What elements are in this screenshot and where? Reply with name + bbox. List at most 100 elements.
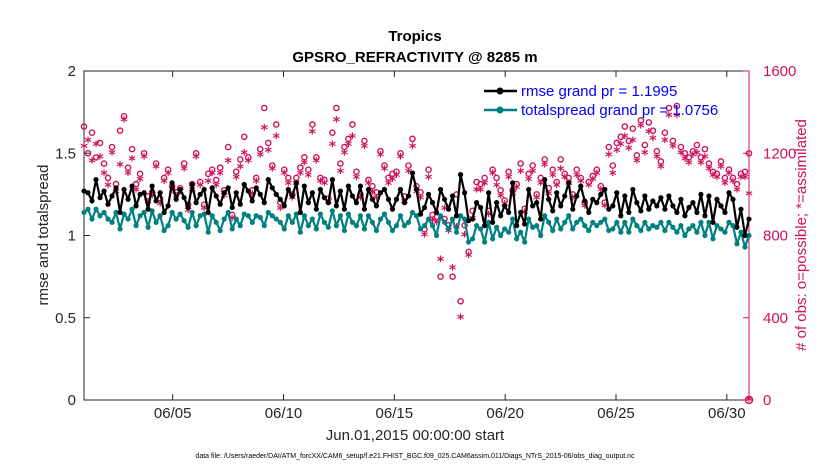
obs-assimilated-point: *	[717, 162, 725, 178]
rmse-point	[486, 190, 492, 196]
totalspread-point	[233, 216, 239, 222]
rmse-point	[582, 198, 588, 204]
totalspread-point	[662, 227, 668, 234]
rmse-point	[654, 203, 660, 209]
obs-possible-point	[541, 156, 548, 163]
totalspread-point	[345, 211, 351, 217]
totalspread-point	[229, 226, 235, 232]
obs-assimilated-point: *	[529, 166, 537, 182]
obs-assimilated-point: *	[88, 155, 96, 171]
rmse-point	[277, 196, 283, 202]
totalspread-point	[281, 226, 287, 232]
rmse-point	[678, 196, 684, 202]
obs-possible-point	[553, 178, 561, 186]
rmse-point	[730, 196, 736, 202]
obs-possible-point	[365, 176, 372, 184]
obs-assimilated-point: *	[377, 149, 385, 165]
obs-assimilated-point: *	[140, 151, 148, 167]
totalspread-point	[738, 229, 744, 235]
obs-assimilated-point: *	[96, 151, 104, 167]
obs-possible-point	[353, 168, 360, 176]
obs-assimilated-point: *	[197, 180, 205, 196]
obs-possible-point	[361, 137, 368, 145]
rmse-point	[405, 193, 412, 199]
rmse-point	[522, 221, 528, 227]
x-tick-label: 06/20	[486, 405, 524, 422]
obs-possible-point	[216, 164, 224, 171]
obs-possible-point	[409, 135, 416, 143]
rmse-point	[361, 206, 368, 212]
obs-assimilated-point: *	[593, 168, 601, 184]
rmse-point	[457, 172, 464, 178]
totalspread-point	[582, 223, 588, 229]
obs-possible-point	[449, 273, 456, 280]
obs-possible-point	[597, 182, 605, 190]
totalspread-point	[101, 209, 107, 216]
obs-assimilated-point: *	[345, 139, 353, 155]
y-right-tick-label: 800	[763, 228, 788, 245]
rmse-point	[117, 209, 123, 216]
totalspread-point	[153, 219, 159, 225]
rmse-point	[618, 213, 624, 219]
totalspread-point	[441, 219, 448, 225]
rmse-point	[221, 190, 227, 196]
obs-assimilated-point: *	[613, 145, 621, 161]
totalspread-point	[397, 213, 404, 219]
obs-possible-point	[297, 164, 304, 171]
totalspread-point	[626, 229, 632, 235]
x-axis-label: Jun.01,2015 00:00:00 start	[326, 427, 505, 444]
obs-assimilated-point: *	[573, 170, 581, 186]
rmse-point	[702, 213, 708, 219]
obs-assimilated-point: *	[653, 151, 661, 167]
totalspread-point	[542, 213, 548, 219]
rmse-point	[81, 188, 87, 194]
totalspread-point	[490, 236, 496, 242]
obs-assimilated-point: *	[537, 178, 545, 194]
obs-possible-point	[301, 154, 308, 161]
obs-possible-point	[164, 166, 172, 173]
totalspread-point	[730, 223, 736, 229]
rmse-point	[490, 219, 496, 225]
totalspread-point	[89, 216, 95, 222]
totalspread-point	[285, 213, 291, 219]
obs-possible-point	[589, 172, 597, 180]
obs-assimilated-point: *	[184, 205, 192, 221]
totalspread-point	[646, 226, 652, 232]
rmse-point	[337, 188, 343, 194]
rmse-point	[377, 190, 384, 196]
rmse-point	[718, 203, 724, 209]
rmse-point	[345, 183, 351, 189]
rmse-point	[482, 223, 488, 229]
rmse-point	[349, 193, 356, 199]
rmse-point	[413, 186, 420, 193]
obs-possible-point	[501, 197, 508, 204]
rmse-point	[506, 209, 512, 216]
totalspread-point	[261, 223, 267, 229]
obs-assimilated-point: *	[353, 172, 361, 188]
rmse-point	[353, 200, 360, 206]
rmse-point	[137, 191, 143, 197]
rmse-point	[626, 209, 632, 216]
rmse-point	[153, 198, 159, 204]
rmse-point	[309, 190, 315, 196]
rmse-point	[85, 190, 91, 196]
rmse-point	[305, 200, 311, 206]
obs-possible-point	[192, 149, 200, 157]
obs-assimilated-point: *	[164, 168, 172, 184]
rmse-point	[269, 185, 275, 191]
rmse-point	[161, 209, 167, 216]
y-right-tick-label: 400	[763, 310, 788, 327]
obs-possible-point	[124, 164, 132, 171]
rmse-point	[289, 193, 295, 199]
rmse-point	[658, 195, 664, 201]
obs-possible-point	[333, 104, 340, 112]
obs-possible-point	[677, 143, 685, 151]
data-file-footer: data file: /Users/raeder/DAI/ATM_forcXX/…	[195, 453, 635, 460]
obs-assimilated-point: *	[709, 170, 717, 186]
totalspread-point	[726, 219, 732, 225]
obs-assimilated-point: *	[257, 149, 265, 165]
obs-possible-point	[713, 170, 721, 178]
rmse-point	[109, 193, 115, 199]
totalspread-point	[301, 213, 307, 219]
obs-possible-point	[128, 145, 136, 153]
